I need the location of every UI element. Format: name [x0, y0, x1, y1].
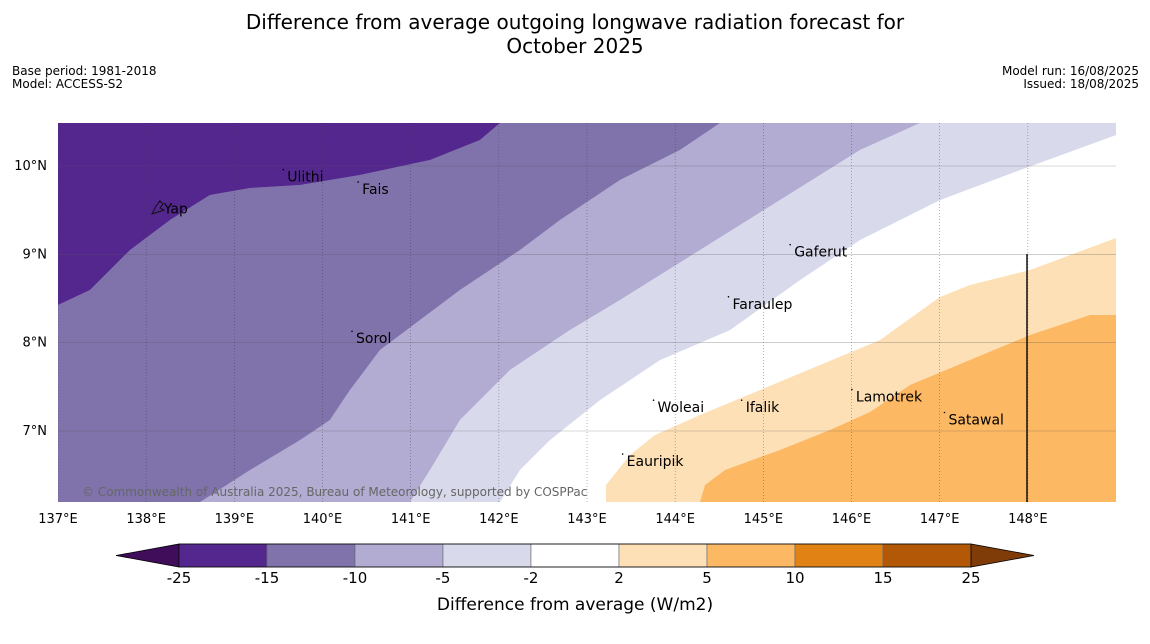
lon-tick-label: 147°E [920, 512, 960, 527]
band-minus-15-inner [58, 123, 720, 502]
chart-title-line2: October 2025 [506, 34, 644, 58]
colorbar-swatch [442, 543, 532, 568]
place-marker [357, 181, 359, 183]
model-run: Model run: 16/08/2025 [1001, 64, 1139, 78]
colorbar-extend-high [970, 543, 1035, 568]
place-marker [740, 399, 743, 401]
place-label: Faraulep [732, 297, 792, 313]
lon-tick-label: 148°E [1008, 512, 1048, 527]
place-marker [851, 388, 853, 391]
chart-title-line1: Difference from average outgoing longwav… [245, 10, 905, 34]
colorbar-swatch [530, 543, 620, 568]
place-label: Satawal [948, 413, 1003, 429]
map-area: Yap Ulithi Fais Sorol Gaferut Faraulep Woleai I… [58, 123, 1116, 502]
colorbar-tick-label: 10 [785, 569, 804, 587]
colorbar-tick-label: 25 [961, 569, 980, 587]
band-plus-5-to-plus-10 [700, 315, 1116, 502]
lon-tick-label: 143°E [567, 512, 607, 527]
colorbar-frame [178, 543, 972, 568]
colorbar-tick-label: -25 [167, 569, 192, 587]
colorbar-tick-label: -2 [524, 569, 539, 587]
colorbar-tick-label: 2 [614, 569, 624, 587]
colorbar-tick-label: -15 [255, 569, 280, 587]
colorbar-tick-label: 5 [702, 569, 712, 587]
place-label: Yap [163, 201, 188, 217]
lat-axis: 10°N 9°N 8°N 7°N [14, 159, 47, 439]
colorbar-swatch [178, 543, 268, 568]
grid-lines [58, 123, 1116, 502]
place-marker [159, 200, 161, 203]
model-name: Model: ACCESS-S2 [12, 77, 124, 91]
colorbar-extend-low [115, 543, 180, 568]
place-label: Lamotrek [856, 390, 923, 406]
place-label: Gaferut [794, 245, 848, 261]
colorbar-swatch [266, 543, 356, 568]
band-minus-10-lower [200, 123, 920, 502]
meta-right: Model run: 16/08/2025 Issued: 18/08/2025 [1002, 65, 1139, 91]
colorbar-tick-label: -10 [343, 569, 368, 587]
place-label: Woleai [658, 400, 705, 416]
place-label: Ifalik [746, 400, 780, 416]
lat-tick-label: 8°N [23, 336, 48, 351]
place-marker [789, 243, 791, 246]
place-marker [727, 295, 730, 298]
colorbar-swatch [794, 543, 884, 568]
lon-tick-label: 142°E [479, 512, 519, 527]
lon-tick-label: 140°E [303, 512, 343, 527]
lat-tick-label: 7°N [23, 424, 48, 439]
place-marker [943, 411, 946, 414]
band-minus-25-to-minus-15 [58, 123, 500, 305]
copyright-text: © Commonwealth of Australia 2025, Bureau… [82, 485, 587, 499]
yap-island-shape [151, 200, 166, 215]
meta-left: Base period: 1981-2018 Model: ACCESS-S2 [12, 65, 157, 91]
lon-tick-label: 146°E [832, 512, 872, 527]
lon-tick-label: 137°E [38, 512, 78, 527]
colorbar-swatch [354, 543, 444, 568]
band-minus-5-lower [410, 123, 1116, 502]
lon-tick-label: 139°E [215, 512, 255, 527]
colorbar-swatch [618, 543, 708, 568]
place-label: Ulithi [287, 170, 323, 186]
colorbar-tick-label: 15 [873, 569, 892, 587]
colorbar-tick-label: -5 [436, 569, 451, 587]
place-label: Eauripik [627, 454, 685, 470]
colorbar: -25 -15 -10 -5 -2 2 5 10 15 25 [115, 543, 1035, 587]
lon-tick-label: 145°E [744, 512, 784, 527]
lon-tick-label: 141°E [391, 512, 431, 527]
colorbar-swatch [882, 543, 972, 568]
place-labels: Yap Ulithi Fais Sorol Gaferut Faraulep Woleai I… [159, 168, 1004, 470]
place-label: Sorol [356, 331, 391, 347]
lon-tick-label: 144°E [655, 512, 695, 527]
lat-tick-label: 9°N [23, 247, 48, 262]
colorbar-label: Difference from average (W/m2) [437, 595, 713, 615]
lat-tick-label: 10°N [14, 159, 47, 174]
place-marker [351, 330, 353, 333]
lon-tick-label: 138°E [126, 512, 166, 527]
place-marker [652, 399, 655, 401]
chart-title: Difference from average outgoing longwav… [0, 10, 1150, 58]
place-marker [282, 168, 285, 171]
lon-axis: 137°E 138°E 139°E 140°E 141°E 142°E 143°E 144°E… [38, 512, 1047, 527]
base-period: Base period: 1981-2018 [12, 64, 157, 78]
issued-date: Issued: 18/08/2025 [1023, 77, 1139, 91]
place-marker [621, 453, 624, 455]
place-label: Fais [362, 182, 389, 198]
colorbar-swatch [706, 543, 796, 568]
